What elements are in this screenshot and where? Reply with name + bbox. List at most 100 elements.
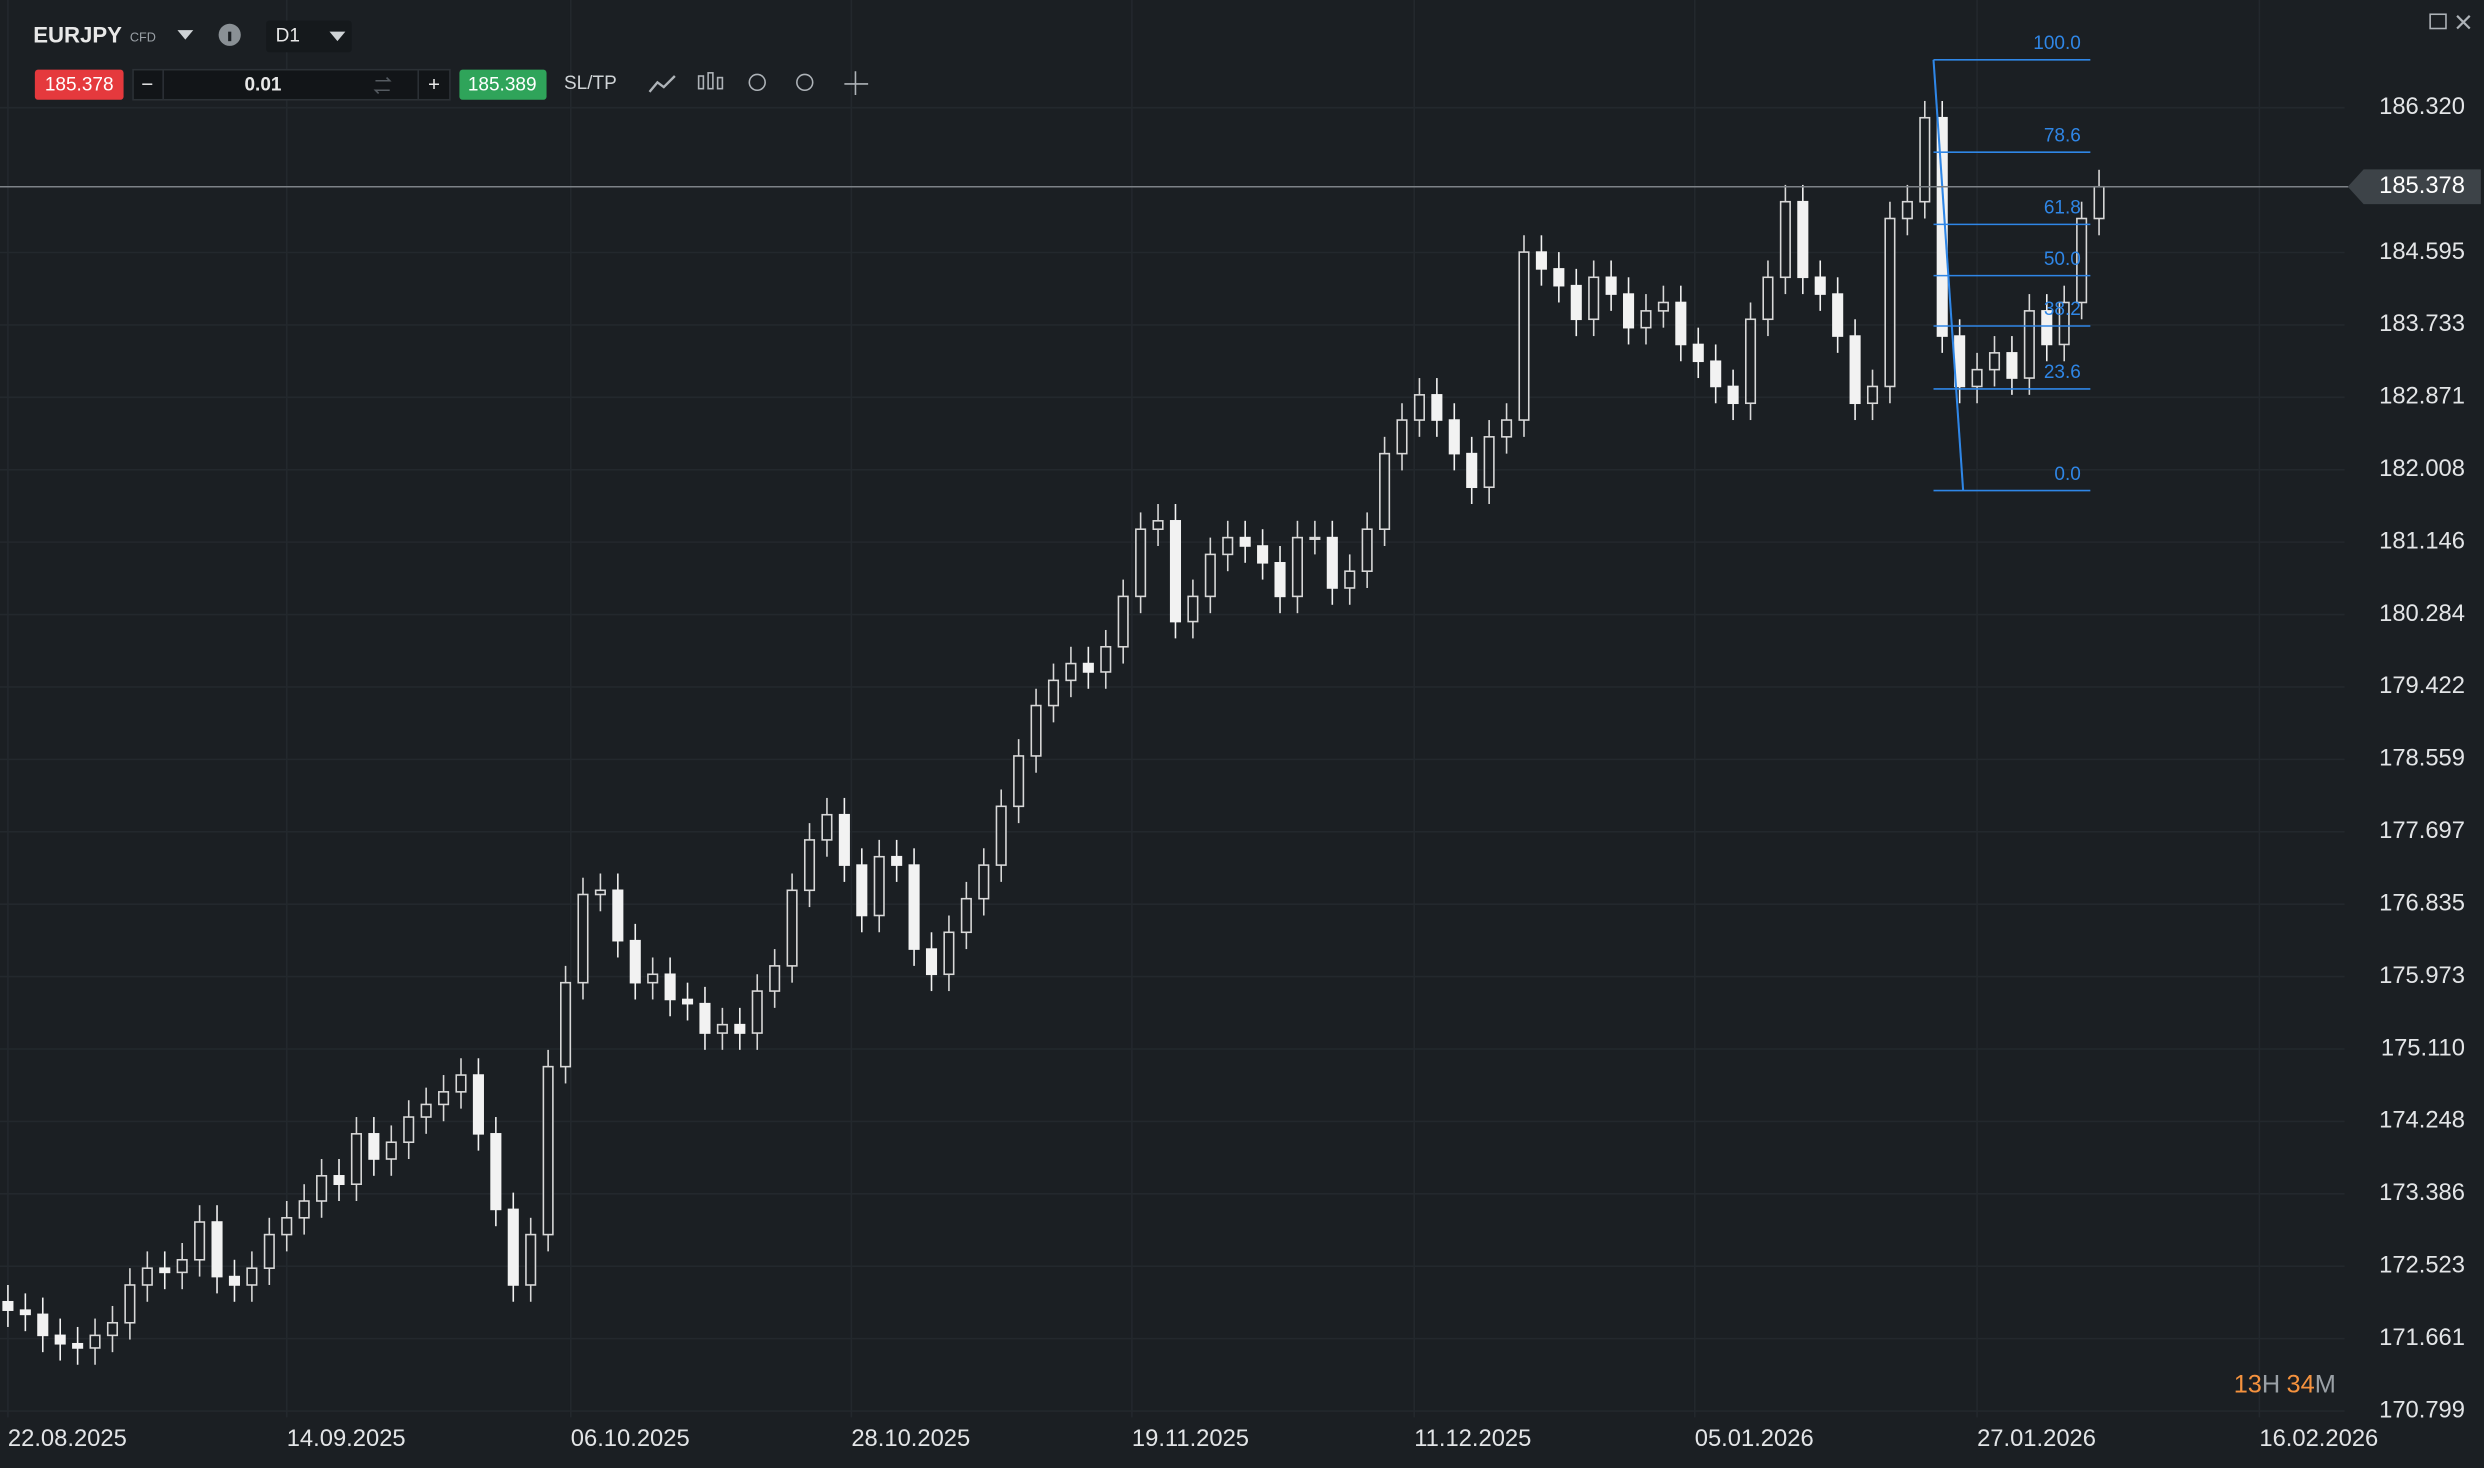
candle-body <box>1379 452 1391 531</box>
candle-body <box>1779 200 1791 279</box>
candle-body <box>1901 200 1913 220</box>
countdown-hours-unit: H <box>2262 1370 2280 1398</box>
last-price-label: 185.378 <box>2379 172 2465 199</box>
countdown: 13H 34M <box>2234 1370 2336 1398</box>
candle-body <box>769 965 781 992</box>
candle-body <box>612 889 624 942</box>
x-tick-label: 14.09.2025 <box>287 1425 406 1452</box>
y-tick-label: 180.284 <box>2379 600 2465 627</box>
candle-body <box>1291 536 1303 598</box>
symbol[interactable]: EURJPY <box>33 22 122 47</box>
candle-body <box>1692 343 1704 363</box>
candle-body <box>1013 755 1025 808</box>
quantity[interactable]: 0.01 <box>244 75 281 96</box>
symbol-dropdown[interactable] <box>177 30 194 40</box>
candle-body <box>1431 394 1443 421</box>
x-tick-label: 06.10.2025 <box>571 1425 690 1452</box>
pan-icon[interactable] <box>844 71 869 96</box>
candle-body <box>1797 200 1809 279</box>
minus-button[interactable]: − <box>141 73 153 96</box>
zoom-in-icon[interactable] <box>796 73 814 92</box>
candle-body <box>925 948 938 976</box>
close-icon[interactable] <box>2456 15 2471 30</box>
countdown-minutes: 34 <box>2287 1370 2315 1398</box>
candle-body <box>821 813 833 841</box>
candle-body <box>1065 662 1077 682</box>
candle-body <box>699 1002 711 1034</box>
x-tick-label: 22.08.2025 <box>8 1425 127 1452</box>
candle-body <box>2 1300 14 1311</box>
sl-tp-button[interactable]: SL/TP <box>564 73 617 94</box>
candle-body <box>1727 385 1739 405</box>
candle-body <box>943 931 955 976</box>
timeframe-box[interactable] <box>266 20 352 53</box>
candle-body <box>72 1342 84 1349</box>
candle-body <box>716 1023 728 1034</box>
candle-body <box>246 1267 258 1286</box>
minimize-icon[interactable] <box>2429 13 2447 30</box>
candle-body <box>1135 528 1147 598</box>
sell-price[interactable]: 185.378 <box>45 75 114 96</box>
candle-body <box>1448 419 1460 455</box>
candle-body <box>211 1221 223 1278</box>
timeframe-dropdown[interactable] <box>329 31 346 42</box>
candle-body <box>89 1334 101 1349</box>
candle-body <box>1187 595 1199 623</box>
y-tick-label: 174.248 <box>2379 1107 2465 1134</box>
candle-body <box>1988 352 2001 371</box>
timeframe[interactable]: D1 <box>276 25 300 46</box>
candle-body <box>960 897 972 934</box>
x-tick-label: 27.01.2026 <box>1977 1425 2096 1452</box>
y-tick-label: 178.559 <box>2379 745 2465 772</box>
x-tick-label: 11.12.2025 <box>1414 1425 1531 1452</box>
candle-body <box>803 839 816 892</box>
y-tick-label: 175.110 <box>2381 1034 2465 1061</box>
x-tick-label: 19.11.2025 <box>1132 1425 1249 1452</box>
candle-body <box>978 864 990 900</box>
countdown-hours: 13 <box>2234 1370 2262 1398</box>
line-chart-icon[interactable] <box>648 75 676 93</box>
candle-body <box>1971 368 1983 388</box>
candle-body <box>1396 419 1408 455</box>
candle-body <box>734 1023 746 1034</box>
y-tick-label: 182.871 <box>2379 383 2465 410</box>
y-tick-label: 170.799 <box>2379 1396 2465 1423</box>
candle-body <box>19 1309 31 1316</box>
candle-body <box>281 1217 293 1236</box>
candle-body <box>594 889 606 896</box>
candle-body <box>681 998 694 1005</box>
candle-body <box>124 1284 136 1324</box>
candle-body <box>176 1258 188 1274</box>
zoom-out-icon[interactable] <box>748 73 766 92</box>
countdown-minutes-unit: M <box>2315 1370 2336 1398</box>
y-tick-label: 171.661 <box>2379 1324 2465 1351</box>
y-tick-label: 183.733 <box>2379 310 2465 337</box>
sell-button[interactable] <box>34 69 124 100</box>
candle-body <box>2041 310 2053 346</box>
y-tick-label: 186.320 <box>2379 93 2465 120</box>
fib-level-label: 78.6 <box>2044 125 2081 146</box>
candle-body <box>1675 301 1687 346</box>
candle-body <box>891 855 903 866</box>
candle-body <box>525 1233 537 1286</box>
candle-body <box>629 939 641 984</box>
candle-body <box>1326 536 1338 589</box>
fib-level-label: 0.0 <box>2054 464 2080 485</box>
y-tick-label: 182.008 <box>2379 455 2465 482</box>
candle-body <box>1413 394 1425 421</box>
swap-icon[interactable] <box>373 77 392 94</box>
plus-button[interactable]: + <box>428 73 440 96</box>
candle-body <box>1623 293 1635 329</box>
fib-level-label: 38.2 <box>2044 299 2081 320</box>
y-tick-label: 181.146 <box>2379 527 2465 554</box>
buy-price[interactable]: 185.389 <box>468 75 537 96</box>
candle-body <box>577 893 589 984</box>
candle-chart-icon[interactable] <box>697 72 724 90</box>
candle-body <box>1466 452 1478 489</box>
y-tick-label: 179.422 <box>2379 672 2465 699</box>
buy-button[interactable] <box>459 69 547 100</box>
y-tick-label: 177.697 <box>2379 817 2465 844</box>
